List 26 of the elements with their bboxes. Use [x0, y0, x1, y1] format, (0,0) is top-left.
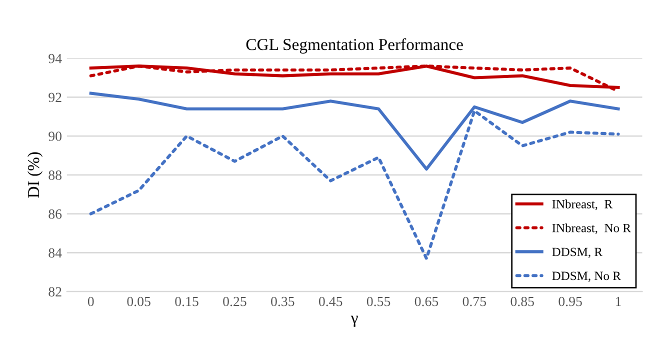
x-tick-label: 0.85 — [510, 296, 534, 306]
y-tick-label: 84 — [48, 248, 62, 258]
y-tick-label: 92 — [48, 92, 62, 102]
x-tick-label: 0.95 — [558, 296, 582, 306]
x-tick-label: 1 — [616, 296, 621, 306]
x-tick-label: 0.35 — [271, 296, 294, 306]
y-tick-label: 82 — [48, 287, 62, 297]
x-tick-label: 0.25 — [223, 296, 246, 306]
x-tick-label: 0.75 — [462, 296, 486, 306]
legend-label: DDSM, No R — [552, 272, 621, 282]
legend-label: INbreast, No R — [552, 223, 631, 234]
x-tick-label: 0.05 — [127, 296, 150, 306]
y-axis-title: DI (%) — [27, 152, 43, 198]
x-tick-label: 0.65 — [414, 296, 438, 306]
x-axis-title: γ — [350, 316, 358, 327]
x-tick-label: 0.55 — [366, 296, 390, 306]
y-tick-label: 94 — [48, 54, 62, 64]
legend-label: DDSM, R — [552, 248, 603, 258]
x-tick-label: 0.45 — [318, 296, 342, 306]
y-tick-label: 88 — [48, 170, 62, 180]
legend-label: INbreast, R — [552, 200, 613, 210]
x-tick-label: 0 — [88, 296, 94, 306]
y-tick-label: 90 — [48, 132, 62, 142]
chart-title: CGL Segmentation Performance — [246, 38, 463, 54]
x-tick-label: 0.15 — [175, 296, 198, 306]
y-tick-label: 86 — [48, 209, 62, 219]
